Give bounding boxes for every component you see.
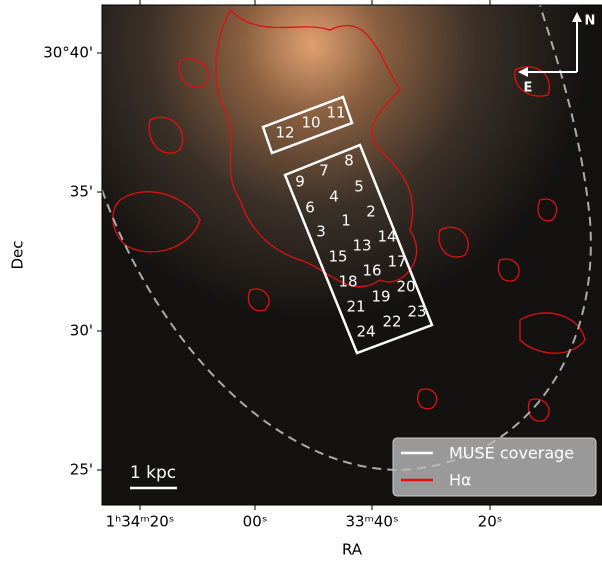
pointing-label: 14 (377, 228, 396, 246)
compass-east: E (524, 81, 533, 96)
x-axis-label: RA (342, 541, 363, 559)
x-tick-label: 33ᵐ40ˢ (345, 513, 398, 531)
pointing-label: 23 (407, 303, 426, 321)
pointing-label: 4 (329, 188, 339, 206)
pointing-label: 20 (396, 278, 415, 296)
pointing-label: 7 (319, 162, 329, 180)
compass-north: N (585, 14, 596, 29)
legend-entry: MUSE coverage (449, 444, 574, 463)
pointing-label: 18 (338, 273, 357, 291)
pointing-label: 8 (344, 152, 354, 170)
pointing-label: 5 (354, 178, 364, 196)
figure: 121011978546213141315171618201921232224 … (0, 0, 602, 564)
pointing-label: 1 (341, 212, 351, 230)
pointing-label: 13 (352, 237, 371, 255)
pointing-label: 6 (305, 199, 315, 217)
x-tick-label: 00ˢ (243, 513, 268, 531)
x-tick-label: 1ʰ34ᵐ20ˢ (106, 513, 175, 531)
pointing-label: 16 (362, 262, 381, 280)
pointing-label: 10 (301, 114, 320, 132)
x-tick-label: 20ˢ (478, 513, 503, 531)
pointing-label: 22 (382, 313, 401, 331)
pointing-label: 24 (356, 323, 375, 341)
legend-entry: Hα (449, 471, 472, 490)
pointing-label: 17 (387, 253, 406, 271)
pointing-label: 12 (275, 124, 294, 142)
scale-bar-label: 1 kpc (130, 463, 176, 483)
pointing-label: 15 (328, 248, 347, 266)
y-tick-label: 25' (70, 461, 93, 479)
y-tick-label: 30°40' (43, 44, 93, 62)
pointing-label: 19 (371, 288, 390, 306)
pointing-label: 9 (295, 173, 305, 191)
legend: MUSE coverage Hα (393, 438, 596, 496)
y-tick-label: 35' (70, 183, 93, 201)
pointing-label: 3 (316, 223, 326, 241)
pointing-label: 2 (366, 203, 376, 221)
pointing-label: 11 (326, 104, 345, 122)
y-axis-label: Dec (9, 240, 27, 269)
pointing-label: 21 (346, 298, 365, 316)
y-tick-label: 30' (70, 322, 93, 340)
